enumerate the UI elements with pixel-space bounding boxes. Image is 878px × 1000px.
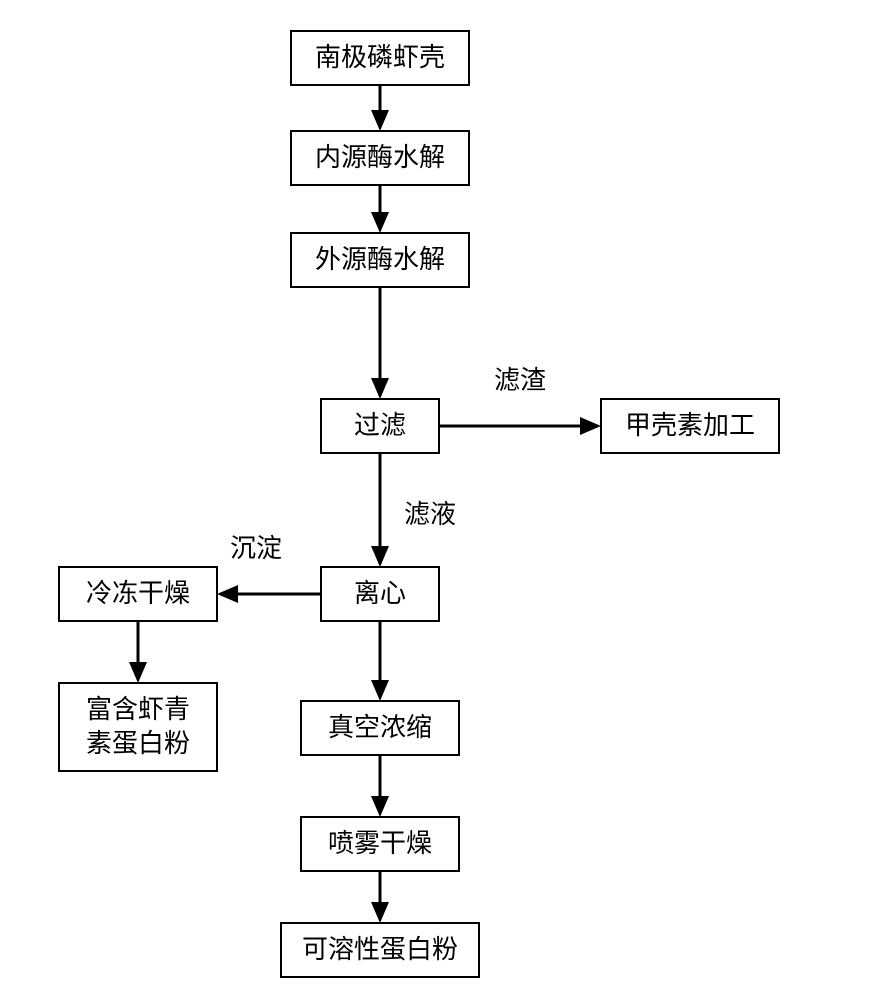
node-label: 离心: [354, 577, 406, 611]
node-label: 冷冻干燥: [86, 577, 190, 611]
node-exogenous: 外源酶水解: [290, 232, 470, 288]
node-astaxanthin: 富含虾青 素蛋白粉: [58, 682, 218, 772]
node-label: 外源酶水解: [315, 243, 445, 277]
node-vacuum: 真空浓缩: [300, 700, 460, 756]
node-chitin: 甲壳素加工: [600, 398, 780, 454]
edge-label-residue: 滤渣: [494, 360, 546, 397]
node-label: 南极磷虾壳: [315, 41, 445, 75]
node-freeze-dry: 冷冻干燥: [58, 566, 218, 622]
node-soluble-protein: 可溶性蛋白粉: [280, 922, 480, 978]
node-filter: 过滤: [320, 398, 440, 454]
node-spray-dry: 喷雾干燥: [300, 816, 460, 872]
node-label: 真空浓缩: [328, 711, 432, 745]
node-endogenous: 内源酶水解: [290, 130, 470, 186]
node-label: 可溶性蛋白粉: [302, 933, 458, 967]
node-label: 内源酶水解: [315, 141, 445, 175]
node-label: 甲壳素加工: [625, 409, 755, 443]
node-krill-shell: 南极磷虾壳: [290, 30, 470, 86]
node-centrifuge: 离心: [320, 566, 440, 622]
edge-label-filtrate: 滤液: [404, 494, 456, 531]
node-label: 富含虾青 素蛋白粉: [86, 693, 190, 761]
edge-label-sediment: 沉淀: [230, 528, 282, 565]
node-label: 喷雾干燥: [328, 827, 432, 861]
node-label: 过滤: [354, 409, 406, 443]
